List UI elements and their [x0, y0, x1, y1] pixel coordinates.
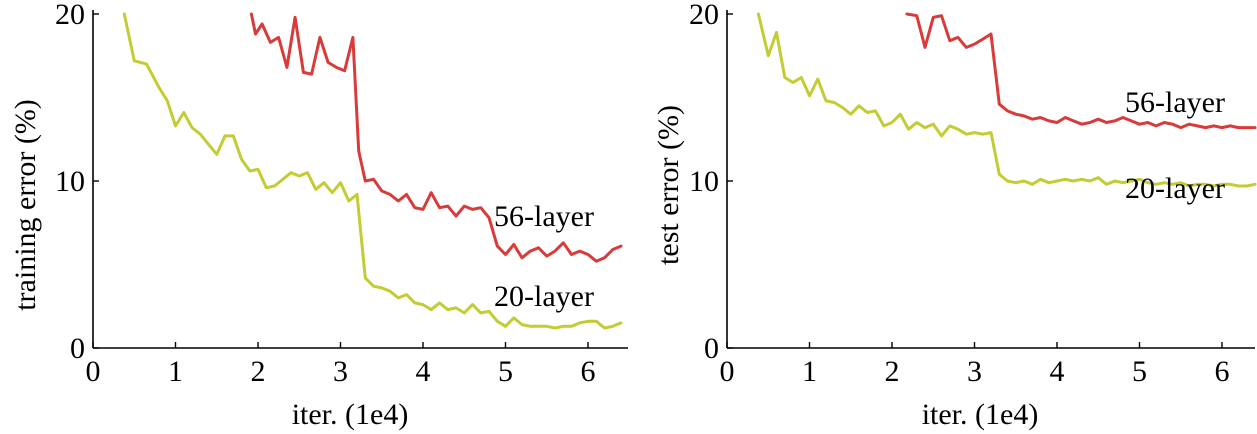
x-axis-label: iter. (1e4)	[292, 398, 409, 431]
y-tick-label: 10	[689, 165, 719, 198]
test-error-chart: 0 1 2 3 4 5 6 0 10 20 iter. (1e4) test error (%)…	[652, 0, 1257, 431]
x-tick-label: 4	[416, 355, 431, 388]
y-tick-label: 10	[55, 165, 85, 198]
series-line-20-layer	[756, 12, 1257, 188]
series-line-56-layer	[905, 12, 1257, 130]
x-tick-label: 5	[1132, 355, 1147, 388]
training-error-chart: 0 1 2 3 4 5 6 0 10 20 iter. (1e4) training error…	[9, 0, 628, 431]
y-tick-label: 0	[70, 332, 85, 365]
x-tick-label: 1	[168, 355, 183, 388]
series-label-56-layer: 56-layer	[1125, 86, 1225, 119]
x-tick-label: 2	[885, 355, 900, 388]
x-tick-label: 5	[498, 355, 513, 388]
x-tick-label: 0	[86, 355, 101, 388]
x-axis-label: iter. (1e4)	[922, 398, 1039, 431]
series-label-20-layer: 20-layer	[1125, 172, 1225, 205]
x-tick-label: 6	[1215, 355, 1230, 388]
series-label-20-layer: 20-layer	[494, 280, 594, 313]
y-tick-label: 0	[704, 332, 719, 365]
y-tick-label: 20	[689, 0, 719, 31]
x-tick-label: 6	[581, 355, 596, 388]
series-line-56-layer	[249, 12, 623, 263]
x-tick-label: 0	[720, 355, 735, 388]
x-tick-label: 1	[802, 355, 817, 388]
x-tick-label: 4	[1050, 355, 1065, 388]
x-tick-label: 3	[333, 355, 348, 388]
series-line-20-layer	[122, 12, 623, 330]
y-axis-label: training error (%)	[9, 99, 42, 311]
series-label-56-layer: 56-layer	[494, 200, 594, 233]
y-axis-label: test error (%)	[652, 105, 685, 265]
x-tick-label: 2	[251, 355, 266, 388]
x-tick-label: 3	[967, 355, 982, 388]
y-tick-label: 20	[55, 0, 85, 31]
